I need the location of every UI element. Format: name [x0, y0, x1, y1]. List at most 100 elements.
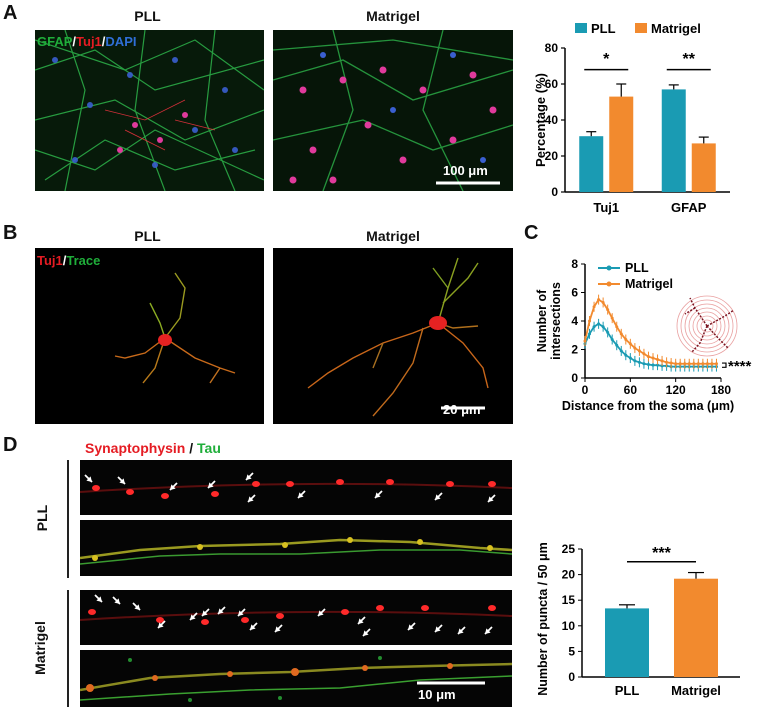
- arrowhead-icon: [318, 610, 324, 616]
- y-tick-label: 6: [571, 286, 578, 300]
- data-point-matrigel: [651, 356, 655, 360]
- panel-b-stain-legend: Tuj1/Trace: [37, 253, 101, 268]
- micrograph-b-pll-image: [114, 272, 236, 384]
- data-point-matrigel: [624, 338, 628, 342]
- data-point-pll: [588, 332, 592, 336]
- arrowhead-icon: [96, 596, 102, 602]
- data-point-pll: [651, 363, 655, 367]
- significance-marker: *: [603, 51, 610, 68]
- data-point-matrigel: [705, 362, 709, 366]
- x-axis-label: Distance from the soma (μm): [562, 399, 734, 413]
- divider-matrigel: [67, 590, 69, 707]
- arrowhead-icon: [435, 626, 441, 632]
- y-tick-label: 2: [571, 343, 578, 357]
- data-point-matrigel: [701, 362, 705, 366]
- data-point-pll: [592, 325, 596, 329]
- arrowhead-icon: [375, 492, 381, 498]
- stain-synaptophysin: Synaptophysin: [85, 440, 186, 456]
- stain-tuj1-b: Tuj1: [37, 253, 63, 268]
- stain-tuj1: Tuj1: [76, 34, 102, 49]
- data-point-matrigel: [583, 339, 587, 343]
- y-tick-label: 40: [545, 113, 559, 127]
- sholl-ring: [680, 299, 734, 353]
- data-point-matrigel: [687, 362, 691, 366]
- data-point-pll: [628, 356, 632, 360]
- row-label-pll: PLL: [34, 504, 50, 532]
- data-point-matrigel: [696, 362, 700, 366]
- synapse-puncta: [421, 605, 429, 611]
- micrograph-d-matrigel-merge-image: [80, 656, 512, 702]
- data-point-matrigel: [615, 325, 619, 329]
- arrowhead-icon: [246, 474, 252, 480]
- x-tick-label: Tuj1: [593, 200, 619, 215]
- data-point-pll: [610, 338, 614, 342]
- significance-marker: **: [683, 51, 696, 68]
- panel-b-title-matrigel: Matrigel: [366, 228, 420, 244]
- data-point-matrigel: [710, 362, 714, 366]
- micrograph-a-pll-image: [35, 30, 264, 191]
- data-point-matrigel: [601, 300, 605, 304]
- synapse-puncta: [488, 605, 496, 611]
- stain-gfap: GFAP: [37, 34, 73, 49]
- micrograph-d-matrigel-syn: [80, 590, 512, 645]
- data-point-matrigel: [669, 361, 673, 365]
- synapse-puncta: [386, 479, 394, 485]
- arrowhead-icon: [488, 496, 494, 502]
- synapse-puncta: [286, 481, 294, 487]
- y-tick-label: 25: [562, 542, 576, 556]
- legend-marker-matrigel: [606, 281, 612, 287]
- arrowhead-icon: [363, 630, 369, 636]
- synapse-puncta: [88, 609, 96, 615]
- x-tick-label: 120: [666, 383, 686, 397]
- significance-bracket: [722, 362, 727, 368]
- y-tick-label: 8: [571, 257, 578, 271]
- arrowhead-icon: [134, 604, 140, 610]
- synapse-puncta: [276, 613, 284, 619]
- bar-matrigel-tuj1: [609, 96, 634, 192]
- micrograph-a-matrigel-image: [273, 30, 513, 191]
- data-point-pll: [619, 349, 623, 353]
- arrowhead-icon: [238, 610, 244, 616]
- y-tick-label: 5: [568, 644, 575, 658]
- legend-swatch-pll: [575, 23, 587, 33]
- stain-dapi: DAPI: [105, 34, 137, 49]
- panel-a-title-pll: PLL: [134, 8, 161, 24]
- synapse-puncta: [201, 619, 209, 625]
- data-point-pll: [615, 343, 619, 347]
- arrowhead-icon: [208, 482, 214, 488]
- significance-marker: ****: [728, 358, 752, 375]
- data-point-pll: [624, 353, 628, 357]
- y-tick-label: 15: [562, 593, 576, 607]
- data-point-matrigel: [606, 308, 610, 312]
- data-point-pll: [660, 364, 664, 368]
- micrograph-b-matrigel-image: [307, 257, 489, 417]
- arrowhead-icon: [218, 608, 224, 614]
- micrograph-b-matrigel: [273, 248, 513, 424]
- synapse-puncta: [376, 605, 384, 611]
- scalebar-d-label: 10 μm: [418, 687, 456, 702]
- scalebar-a-label: 100 μm: [443, 163, 488, 178]
- data-point-matrigel: [646, 355, 650, 359]
- neurite-trace: [80, 610, 512, 621]
- data-point-matrigel: [637, 349, 641, 353]
- bar-pll-gfap: [661, 89, 686, 192]
- panel-a-title-matrigel: Matrigel: [366, 8, 420, 24]
- synapse-puncta: [211, 491, 219, 497]
- micrograph-a-matrigel: [273, 30, 513, 191]
- synapse-puncta: [156, 617, 164, 623]
- synapse-puncta: [126, 489, 134, 495]
- panel-letter-c: C: [524, 222, 539, 244]
- data-point-matrigel: [628, 342, 632, 346]
- arrowhead-icon: [275, 626, 281, 632]
- data-point-matrigel: [665, 360, 669, 364]
- arrowhead-icon: [298, 492, 304, 498]
- arrowhead-icon: [458, 628, 464, 634]
- row-label-matrigel: Matrigel: [32, 621, 48, 675]
- x-tick-label: 0: [582, 383, 589, 397]
- y-axis-label: Number of puncta / 50 μm: [536, 542, 550, 696]
- y-tick-label: 10: [562, 619, 576, 633]
- panel-b-title-pll: PLL: [134, 228, 161, 244]
- data-point-matrigel: [714, 362, 718, 366]
- data-point-pll: [597, 322, 601, 326]
- synapse-puncta: [252, 481, 260, 487]
